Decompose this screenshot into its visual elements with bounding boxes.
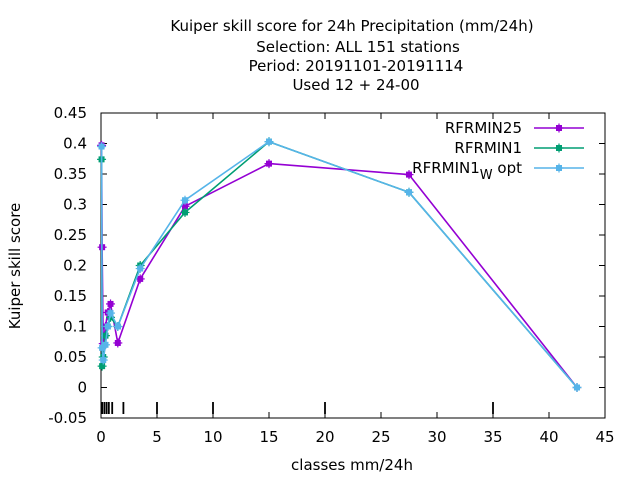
series-layer — [97, 137, 582, 392]
x-tick-label: 10 — [203, 428, 222, 446]
data-point — [100, 340, 110, 350]
legend-entry: RFRMIN1 — [454, 139, 584, 157]
data-point — [135, 264, 145, 274]
x-axis-label: classes mm/24h — [291, 456, 413, 474]
data-point — [554, 123, 564, 133]
series-1 — [97, 140, 582, 392]
x-tick-label: 40 — [539, 428, 558, 446]
x-tick-label: 20 — [315, 428, 334, 446]
y-tick-label: 0.2 — [63, 257, 87, 275]
series-line — [100, 140, 578, 389]
data-point — [572, 383, 582, 392]
x-tick-label: 0 — [96, 428, 106, 446]
y-tick-label: 0.4 — [63, 135, 87, 153]
legend-label: RFRMIN1W opt — [412, 159, 522, 183]
y-tick-label: 0.25 — [54, 226, 87, 244]
series-line — [100, 145, 578, 388]
data-point — [264, 137, 274, 147]
x-tick-label: 30 — [427, 428, 446, 446]
data-point — [404, 187, 414, 197]
data-point — [113, 338, 123, 348]
class-marks — [101, 402, 494, 414]
y-tick-label: 0.45 — [54, 104, 87, 122]
title-line-4: Used 12 + 24-00 — [292, 76, 419, 94]
legend-label-suffix: opt — [493, 159, 522, 177]
title-line-2: Selection: ALL 151 stations — [256, 38, 460, 56]
title-line-1: Kuiper skill score for 24h Precipitation… — [170, 17, 533, 35]
legend-label: RFRMIN1 — [454, 139, 522, 157]
x-tick-label: 5 — [152, 428, 162, 446]
data-point — [180, 195, 190, 205]
legend-entry: RFRMIN25 — [445, 119, 584, 137]
data-point — [106, 308, 116, 318]
y-tick-label: 0.15 — [54, 287, 87, 305]
data-point — [135, 274, 145, 284]
series-line — [100, 140, 578, 389]
y-tick-label: 0.1 — [63, 318, 87, 336]
title-line-3: Period: 20191101-20191114 — [249, 57, 464, 75]
data-point — [97, 142, 107, 152]
legend-label-subscript: W — [480, 168, 493, 183]
data-point — [103, 322, 113, 331]
y-tick-label: 0.05 — [54, 348, 87, 366]
y-tick-label: 0.35 — [54, 165, 87, 183]
data-point — [97, 361, 107, 371]
series-3 — [97, 137, 582, 392]
y-tick-label: 0.3 — [63, 196, 87, 214]
legend-entry: RFRMIN1W opt — [412, 159, 584, 183]
x-tick-label: 25 — [371, 428, 390, 446]
plot-frame — [100, 112, 606, 419]
legend-label: RFRMIN25 — [445, 119, 522, 137]
y-axis-ticks: -0.05 0 0.05 0.1 0.15 0.2 0.25 0.3 0.35 0.4 0.45 — [48, 104, 605, 427]
x-axis-ticks: 0 5 10 15 20 25 30 35 40 45 — [96, 113, 615, 446]
data-point — [113, 322, 123, 331]
y-tick-label: 0 — [77, 379, 87, 397]
y-tick-label: -0.05 — [48, 409, 87, 427]
data-point — [554, 143, 564, 153]
x-tick-label: 15 — [259, 428, 278, 446]
data-point — [106, 299, 116, 309]
data-point — [404, 170, 414, 180]
data-point — [554, 163, 564, 173]
legend-label-main: RFRMIN1 — [412, 159, 480, 177]
data-point — [180, 207, 190, 217]
data-point — [264, 159, 274, 169]
chart-title: Kuiper skill score for 24h Precipitation… — [170, 17, 533, 94]
x-tick-label: 35 — [483, 428, 502, 446]
x-tick-label: 45 — [595, 428, 614, 446]
y-axis-label: Kuiper skill score — [6, 203, 24, 330]
data-point — [98, 355, 108, 365]
